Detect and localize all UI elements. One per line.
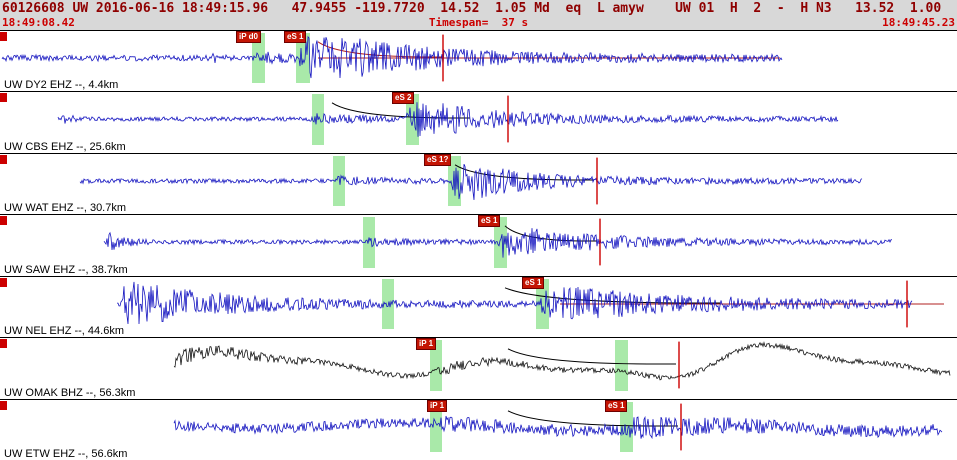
coda-decay-curve [507, 409, 679, 427]
channel-select-marker[interactable] [0, 216, 7, 226]
phase-pick-label[interactable]: iP 1 [427, 399, 448, 412]
pick-window-bar[interactable] [620, 401, 633, 452]
pick-window-bar[interactable] [363, 217, 375, 268]
trace-canvas [57, 96, 839, 143]
time-axis-header: 18:49:08.42 Timespan= 37 s 18:49:45.23 [0, 16, 957, 30]
coda-decay-curve [331, 102, 471, 119]
phase-pick-label[interactable]: eS 1? [424, 153, 452, 166]
pick-window-bar[interactable] [430, 401, 442, 452]
phase-pick-label[interactable]: eS 1 [284, 31, 307, 43]
trace-canvas [173, 341, 951, 389]
seismogram-trace [173, 415, 943, 439]
channel-select-marker[interactable] [0, 93, 7, 103]
trace-canvas [117, 280, 944, 328]
station-label: UW ETW EHZ --, 56.6km [4, 447, 128, 460]
channel-select-marker[interactable] [0, 32, 7, 41]
phase-pick-label[interactable]: eS 1 [478, 215, 501, 228]
station-label: UW WAT EHZ --, 30.7km [4, 202, 127, 215]
trace-canvas [173, 403, 943, 450]
pick-window-bar[interactable] [406, 94, 419, 145]
phase-pick-label[interactable]: eS 2 [392, 92, 415, 105]
waveform-panel-saw[interactable]: UW SAW EHZ --, 38.7km eS 1 [0, 215, 957, 277]
seismogram-trace [57, 102, 839, 138]
timespan-label: Timespan= 37 s [428, 16, 529, 29]
seismogram-trace [79, 163, 863, 200]
station-label: UW OMAK BHZ --, 56.3km [4, 386, 136, 399]
waveform-area: UW DY2 EHZ --, 4.4km iP d0 eS 1 UW CBS EH… [0, 30, 957, 460]
phase-pick-label[interactable]: iP 1 [416, 338, 437, 351]
pick-window-bar[interactable] [615, 340, 628, 391]
coda-decay-curve [507, 348, 677, 365]
trace-canvas [103, 218, 893, 266]
pick-window-bar[interactable] [252, 33, 265, 84]
channel-select-marker[interactable] [0, 339, 7, 349]
station-label: UW SAW EHZ --, 38.7km [4, 263, 128, 276]
waveform-panel-omak[interactable]: UW OMAK BHZ --, 56.3km iP 1 [0, 338, 957, 400]
waveform-panel-dy2[interactable]: UW DY2 EHZ --, 4.4km iP d0 eS 1 [0, 31, 957, 93]
phase-pick-label[interactable]: iP d0 [236, 31, 261, 43]
window-end-time: 18:49:45.23 [882, 16, 955, 29]
phase-pick-label[interactable]: eS 1 [605, 399, 628, 412]
waveform-panel-etw[interactable]: UW ETW EHZ --, 56.6km iP 1 eS 1 [0, 399, 957, 460]
channel-select-marker[interactable] [0, 277, 7, 287]
coda-decay-curve [454, 164, 595, 181]
waveform-panel-cbs[interactable]: UW CBS EHZ --, 25.6km eS 2 [0, 92, 957, 154]
phase-pick-label[interactable]: eS 1 [522, 276, 545, 289]
seismogram-trace [117, 281, 913, 324]
station-label: UW DY2 EHZ --, 4.4km [4, 79, 119, 92]
waveform-panel-nel[interactable]: UW NEL EHZ --, 44.6km eS 1 [0, 276, 957, 339]
event-summary-line: 60126608 UW 2016-06-16 18:49:15.96 47.94… [2, 1, 942, 16]
pick-window-bar[interactable] [382, 278, 394, 330]
pick-window-bar[interactable] [494, 217, 507, 268]
seismogram-trace [1, 35, 783, 79]
waveform-panel-wat[interactable]: UW WAT EHZ --, 30.7km eS 1? [0, 153, 957, 216]
seismogram-trace [173, 341, 951, 381]
station-label: UW NEL EHZ --, 44.6km [4, 325, 124, 338]
station-label: UW CBS EHZ --, 25.6km [4, 140, 126, 153]
pick-window-bar[interactable] [430, 340, 442, 391]
channel-select-marker[interactable] [0, 154, 7, 164]
pick-window-bar[interactable] [333, 155, 345, 207]
channel-select-marker[interactable] [0, 400, 7, 410]
seismogram-trace [103, 228, 893, 258]
trace-canvas [1, 34, 783, 82]
trace-canvas [79, 157, 863, 205]
window-start-time: 18:49:08.42 [2, 16, 75, 29]
